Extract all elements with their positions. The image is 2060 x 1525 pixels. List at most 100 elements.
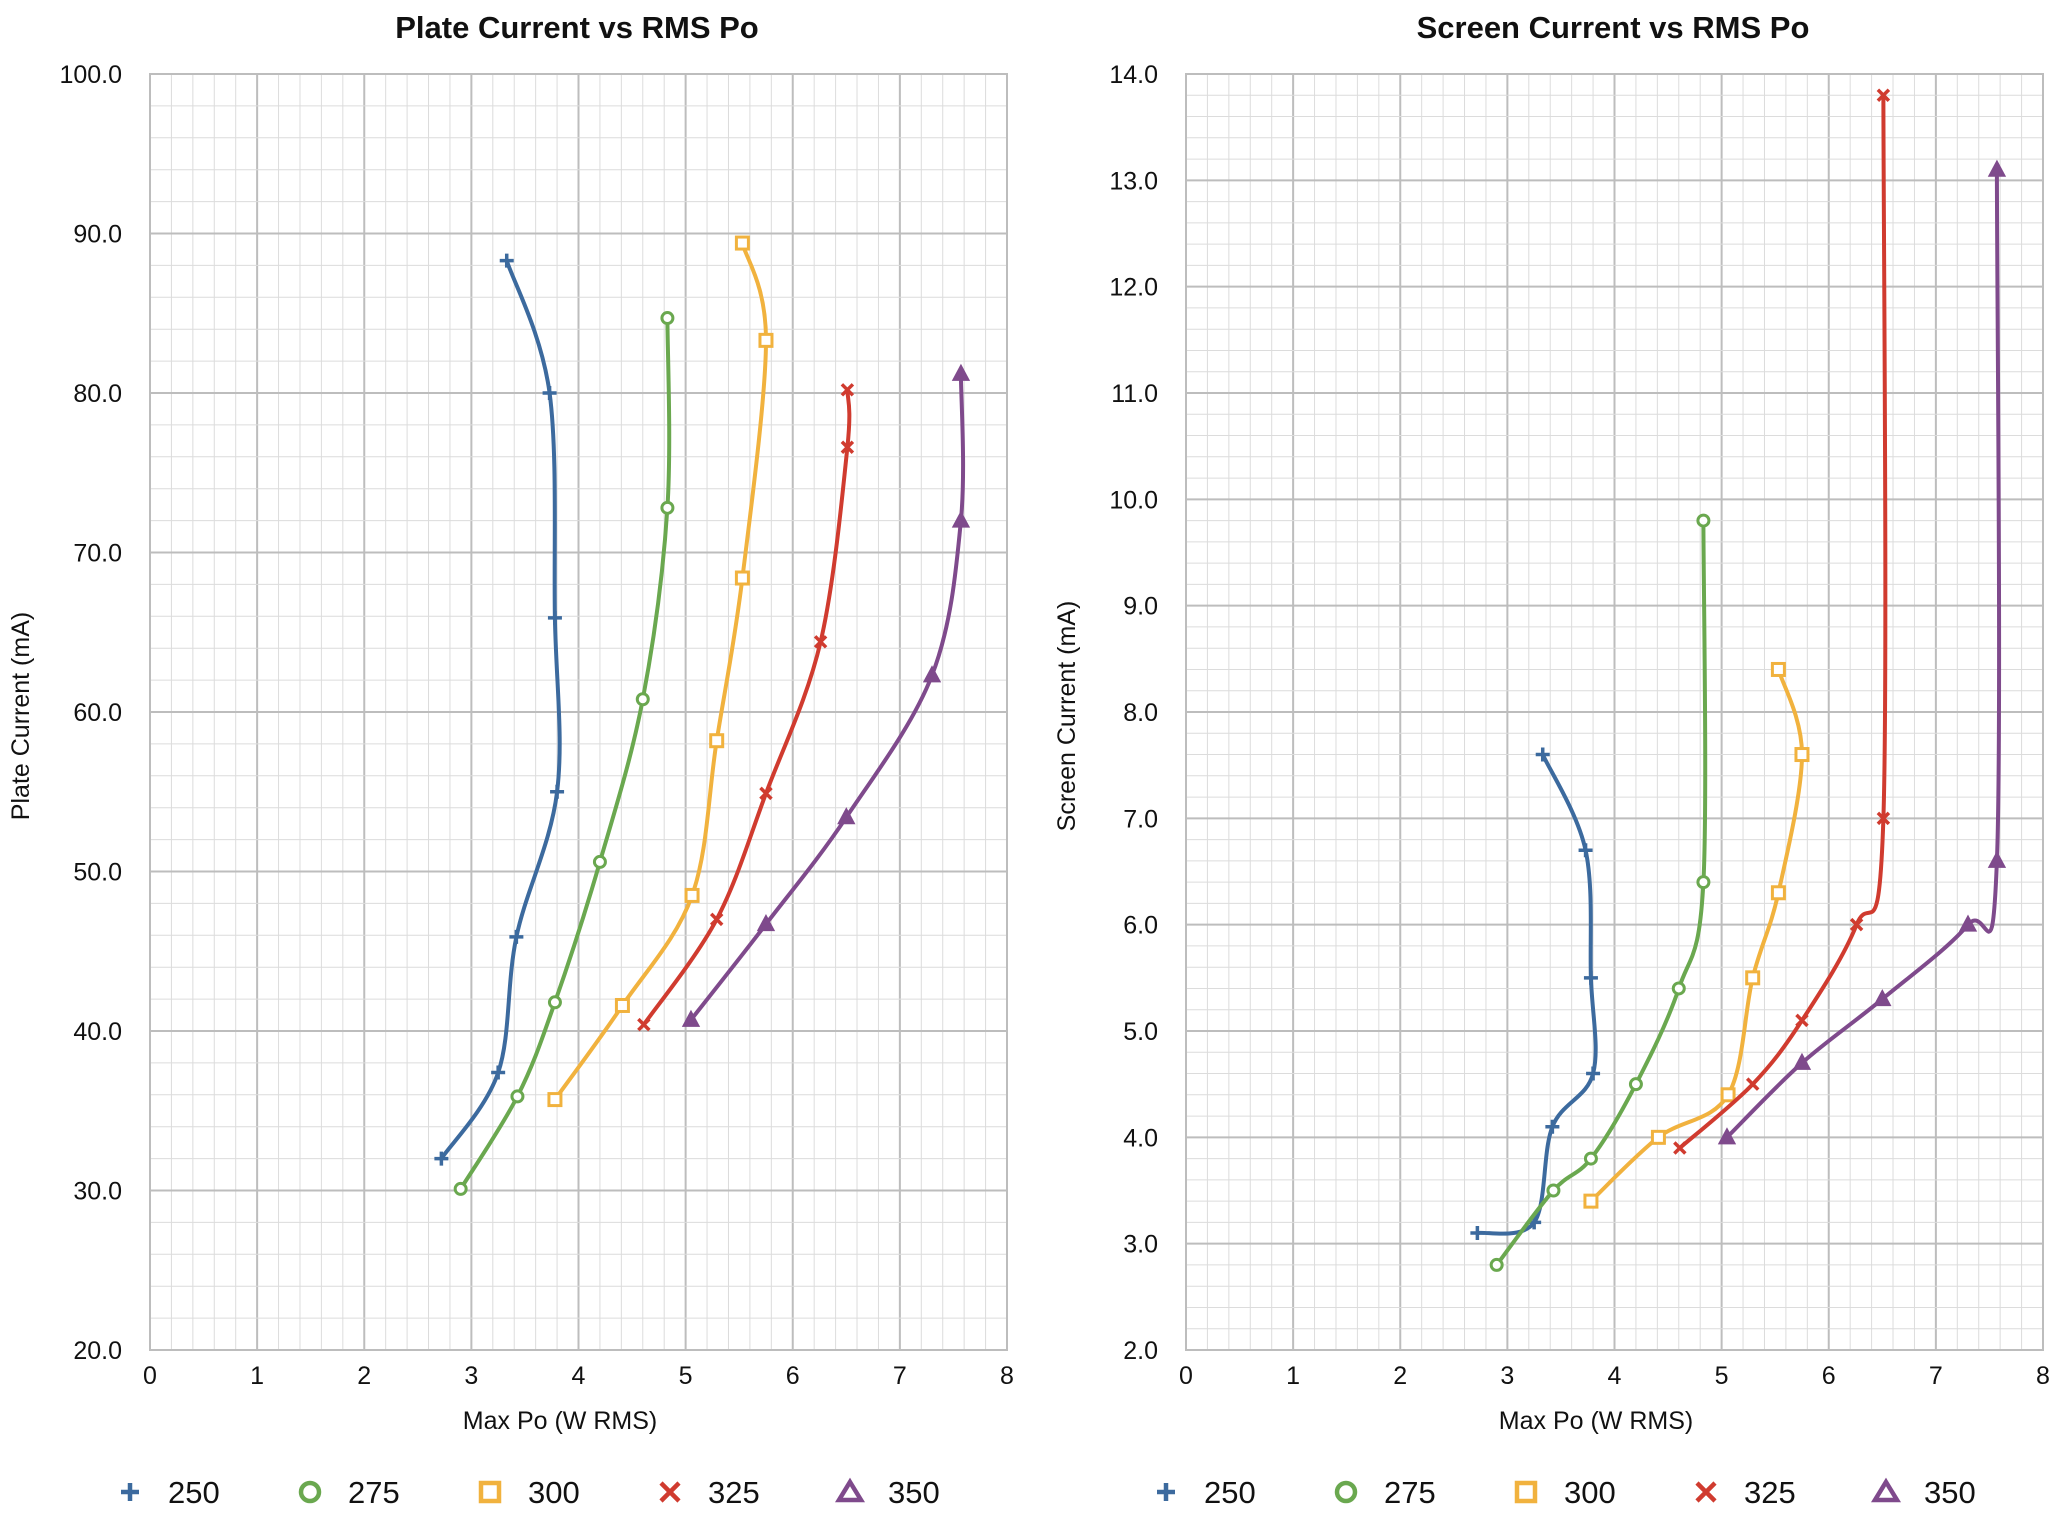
data-point-250: [1583, 970, 1598, 985]
data-point-250: [1535, 747, 1550, 762]
legend-label: 300: [528, 1475, 580, 1510]
series-line-350: [689, 371, 966, 1022]
data-point-325: [709, 912, 724, 927]
x-tick-label: 1: [250, 1362, 264, 1390]
data-point-275: [635, 692, 650, 707]
legend-marker-325: [1695, 1481, 1717, 1503]
series-line-350: [1725, 167, 2002, 1140]
data-point-300: [1583, 1193, 1599, 1209]
legend-label: 325: [708, 1475, 760, 1510]
series-300: [547, 235, 774, 1108]
data-point-275: [592, 854, 607, 869]
legend-label: 250: [168, 1475, 220, 1510]
legend: 250 275 300 325 350: [121, 1475, 940, 1510]
data-point-350: [837, 807, 856, 825]
data-point-325: [1876, 811, 1891, 826]
screen-current-chart: Screen Current vs RMS Po 0 1 2 3 4 5 6 7 8 2.0 3.0…: [1053, 10, 2050, 1510]
y-tick-label: 30.0: [73, 1178, 122, 1206]
x-tick-label: 4: [572, 1362, 586, 1390]
legend-item-350: 350: [834, 1475, 940, 1510]
data-point-300: [709, 733, 725, 749]
legend-marker-350: [1870, 1477, 1902, 1503]
gridlines: [1185, 73, 2044, 1351]
x-tick-label: 4: [1608, 1362, 1622, 1390]
data-point-300: [1770, 885, 1786, 901]
series-line-325: [1677, 93, 1888, 1150]
data-point-250: [434, 1151, 449, 1166]
data-point-325: [1849, 917, 1864, 932]
legend-marker-300: [478, 1480, 502, 1504]
data-point-300: [1794, 747, 1810, 763]
legend-label: 350: [888, 1475, 940, 1510]
data-point-325: [1876, 88, 1891, 103]
series-line-300: [552, 241, 768, 1102]
data-point-350: [951, 363, 971, 381]
series-line-250: [439, 258, 562, 1161]
data-point-250: [1470, 1226, 1485, 1241]
y-tick-label: 8.0: [1123, 699, 1158, 727]
data-point-300: [1745, 970, 1761, 986]
legend-item-250: 250: [1157, 1475, 1256, 1510]
data-point-275: [510, 1089, 525, 1104]
series-layer: [434, 235, 971, 1196]
legend-item-325: 325: [1695, 1475, 1796, 1510]
data-point-250: [499, 253, 514, 268]
legend-label: 275: [348, 1475, 400, 1510]
plot-area-border: [149, 73, 1008, 1351]
gridlines: [149, 73, 1008, 1351]
data-point-300: [1720, 1087, 1736, 1103]
data-point-325: [840, 440, 855, 454]
data-point-250: [491, 1065, 506, 1080]
legend-item-325: 325: [659, 1475, 760, 1510]
data-point-350: [681, 1009, 701, 1027]
data-point-300: [734, 570, 750, 586]
legend-item-300: 300: [1514, 1475, 1616, 1510]
legend: 250 275 300 325 350: [1157, 1475, 1976, 1510]
series-325: [637, 383, 855, 1032]
x-tick-label: 6: [786, 1362, 800, 1390]
y-tick-label: 11.0: [1111, 380, 1158, 408]
series-350: [1717, 159, 2007, 1145]
data-point-275: [453, 1181, 468, 1196]
legend-item-300: 300: [478, 1475, 580, 1510]
data-point-275: [1628, 1077, 1643, 1092]
data-point-325: [813, 635, 828, 649]
data-point-350: [922, 665, 942, 683]
y-tick-label: 100.0: [59, 61, 122, 89]
x-tick-label: 2: [357, 1362, 371, 1390]
data-point-250: [542, 386, 557, 400]
x-axis-label: Max Po (W RMS): [1499, 1407, 1693, 1435]
data-point-325: [1745, 1077, 1760, 1091]
y-tick-label: 13.0: [1109, 167, 1158, 195]
data-point-250: [550, 784, 565, 799]
y-tick-label: 9.0: [1123, 593, 1158, 621]
data-point-325: [840, 383, 855, 397]
data-point-325: [1795, 1013, 1809, 1028]
y-tick-label: 40.0: [73, 1018, 122, 1046]
series-300: [1583, 661, 1810, 1209]
legend-label: 350: [1924, 1475, 1976, 1510]
series-line-275: [1494, 518, 1708, 1267]
data-point-350: [1987, 159, 2007, 177]
legend-item-275: 275: [298, 1475, 400, 1510]
data-point-350: [1987, 850, 2007, 868]
series-275: [453, 311, 675, 1196]
data-point-250: [1545, 1119, 1560, 1134]
legend-marker-275: [1334, 1480, 1358, 1504]
y-tick-label: 4.0: [1123, 1124, 1158, 1152]
series-layer: [1470, 88, 2007, 1272]
data-point-325: [1673, 1141, 1687, 1155]
y-tick-label: 12.0: [1109, 274, 1158, 302]
plate-current-chart: Plate Current vs RMS Po 0 1 2 3 4 5 6 7 8 20.0 30.…: [7, 10, 1014, 1510]
y-tick-label: 6.0: [1123, 912, 1158, 940]
series-line-250: [1475, 752, 1598, 1236]
series-275: [1489, 513, 1711, 1272]
legend-marker-275: [298, 1480, 322, 1504]
series-350: [681, 363, 971, 1027]
data-point-350: [1792, 1052, 1812, 1070]
x-tick-label: 0: [143, 1362, 157, 1390]
x-tick-label: 2: [1393, 1362, 1407, 1390]
data-point-300: [1650, 1129, 1666, 1145]
